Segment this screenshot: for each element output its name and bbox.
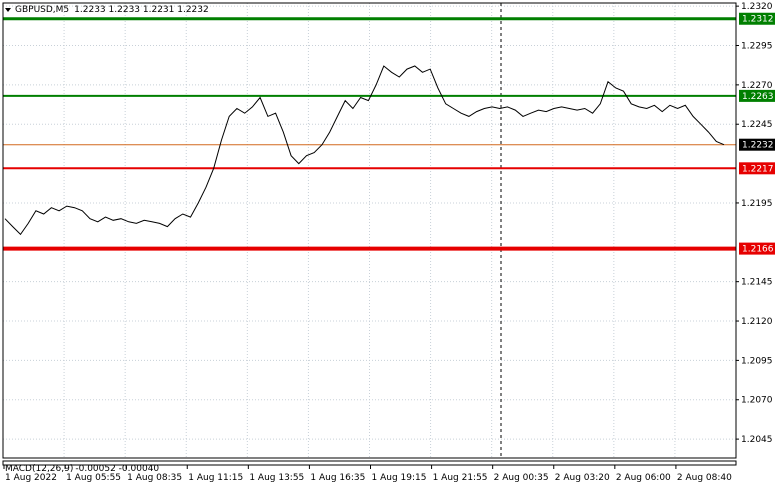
price-tick-label: 1.2195 [741,199,773,209]
price-tick-label: 1.2320 [741,2,773,12]
price-tick-label: 1.2120 [741,317,773,327]
time-tick-label: 2 Aug 03:20 [555,473,610,483]
macd-panel-frame [2,460,737,466]
time-axis: 1 Aug 2022 1 Aug 05:55 1 Aug 08:35 1 Aug 11… [3,465,732,483]
price-tick-label: 1.2045 [741,435,773,445]
level-tag-text-1.2217: 1.2217 [742,164,774,174]
price-axis: 1.2320 1.2295 1.2270 1.2245 1.2195 1.2145 1.21… [736,2,773,445]
time-tick-label: 1 Aug 21:55 [433,473,488,483]
time-tick-label: 1 Aug 19:15 [372,473,427,483]
price-tick-label: 1.2295 [741,42,773,52]
panel-frames [2,2,737,466]
price-tick-label: 1.2245 [741,120,773,130]
level-tag-1.2312 [739,12,775,25]
collapse-triangle-icon[interactable] [5,8,11,12]
price-tick-label: 1.2270 [741,81,773,91]
price-tick-label: 1.2070 [741,396,773,406]
time-tick-label: 1 Aug 13:55 [249,473,304,483]
level-tag-1.2232 [739,138,775,151]
price-levels [3,17,736,251]
time-tick-label: 1 Aug 08:35 [127,473,182,483]
time-tick-label: 2 Aug 08:40 [677,473,732,483]
level-tag-1.2217 [739,162,775,175]
time-tick-label: 2 Aug 00:35 [494,473,549,483]
price-tick-label: 1.2145 [741,278,773,288]
level-tag-text-1.2263: 1.2263 [742,92,774,102]
time-tick-label: 1 Aug 05:55 [66,473,121,483]
level-tag-text-1.2166: 1.2166 [742,245,774,255]
level-tags: 1.2312 1.2263 1.2232 1.2217 1.2166 [739,12,775,255]
level-tag-1.2263 [739,89,775,102]
time-tick-label: 2 Aug 06:00 [616,473,671,483]
time-tick-label: 1 Aug 16:35 [310,473,365,483]
main-grid [3,3,736,458]
level-tag-1.2166 [739,242,775,255]
price-tick-label: 1.2095 [741,356,773,366]
main-panel-frame [2,2,737,459]
price-series [4,65,725,236]
time-tick-label: 1 Aug 2022 [5,473,57,483]
time-tick-label: 1 Aug 11:15 [188,473,243,483]
price-line [4,65,725,236]
macd-header: MACD(12,26,9) -0.00052 -0.00040 [5,464,159,474]
level-tag-text-1.2232: 1.2232 [742,141,774,151]
level-tag-text-1.2312: 1.2312 [742,15,774,25]
symbol-header: GBPUSD,M5 1.2233 1.2233 1.2231 1.2232 [15,5,209,15]
